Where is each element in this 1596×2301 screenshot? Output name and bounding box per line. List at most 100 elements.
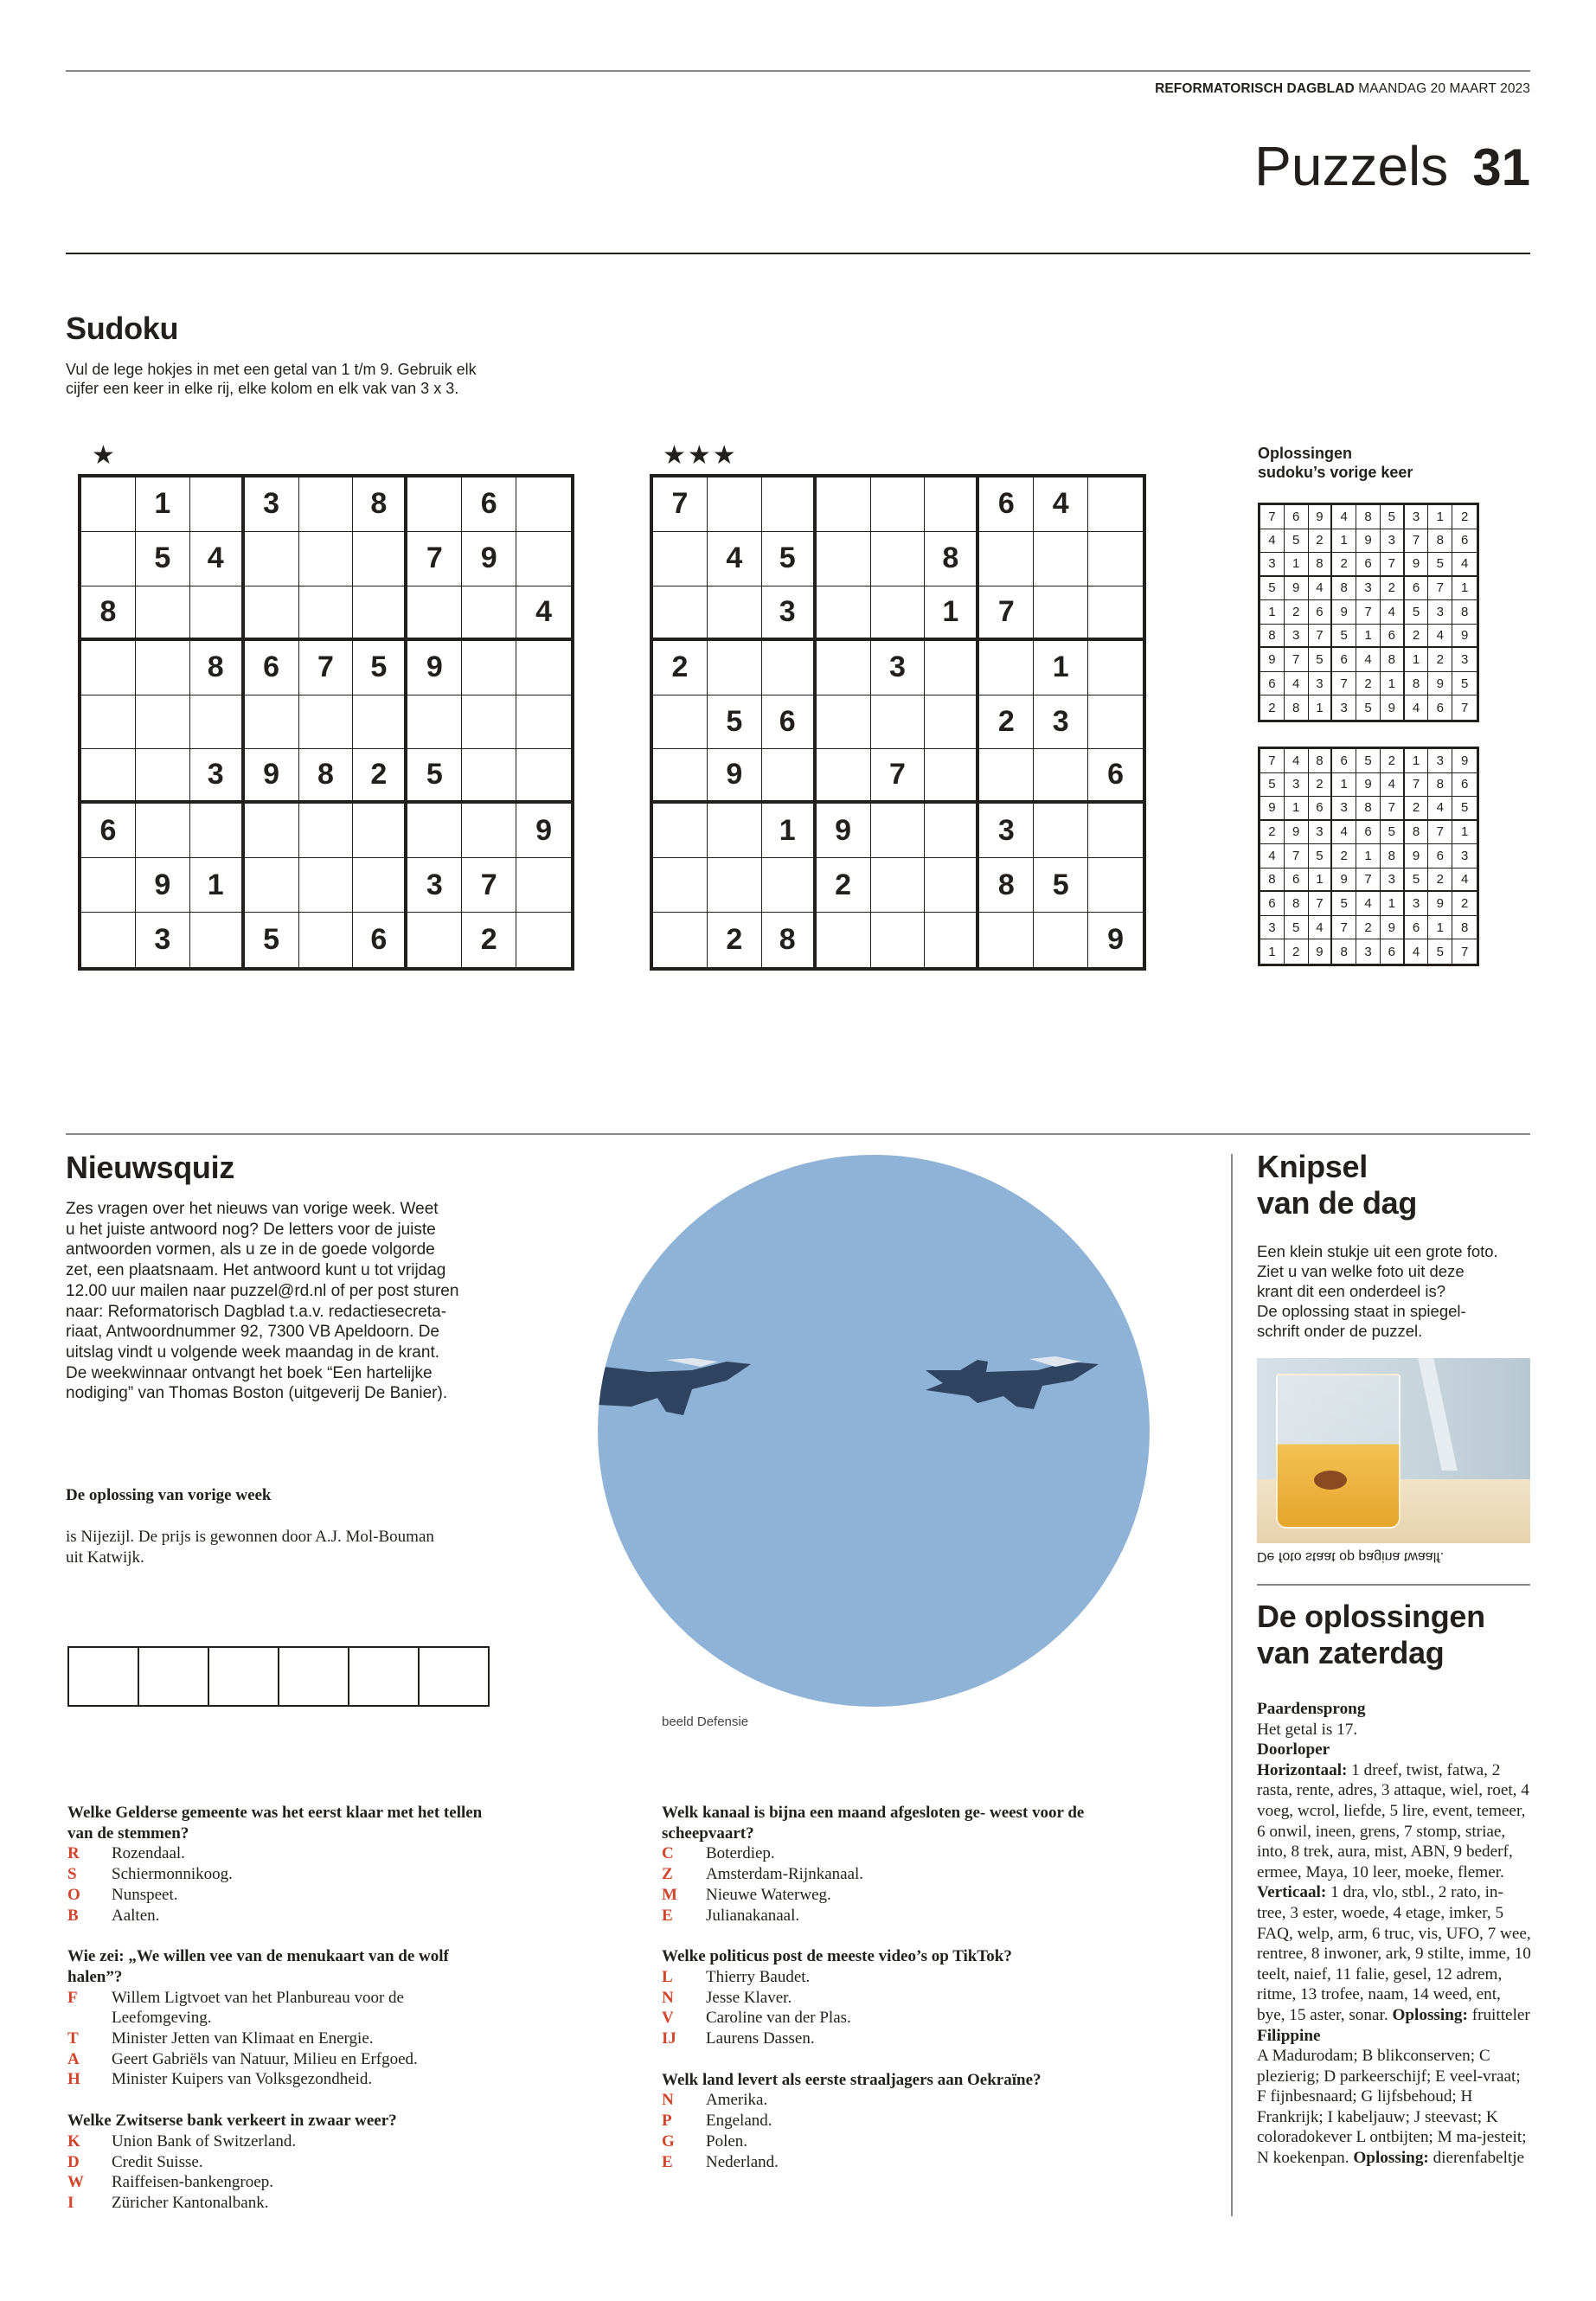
empty-cell[interactable] xyxy=(244,531,299,586)
empty-cell[interactable] xyxy=(816,695,871,750)
empty-cell[interactable] xyxy=(244,858,299,913)
empty-cell[interactable] xyxy=(353,586,408,641)
empty-cell[interactable] xyxy=(1034,531,1089,586)
empty-cell[interactable] xyxy=(516,858,571,913)
empty-cell[interactable] xyxy=(653,749,708,804)
empty-cell[interactable] xyxy=(925,913,980,967)
empty-cell[interactable] xyxy=(190,913,245,967)
empty-cell[interactable] xyxy=(761,858,817,913)
empty-cell[interactable] xyxy=(1088,804,1143,859)
empty-cell[interactable] xyxy=(81,913,136,967)
empty-cell[interactable] xyxy=(653,804,708,859)
empty-cell[interactable] xyxy=(516,913,571,967)
empty-cell[interactable] xyxy=(81,749,136,804)
empty-cell[interactable] xyxy=(979,749,1035,804)
empty-cell[interactable] xyxy=(925,804,980,859)
empty-cell[interactable] xyxy=(653,531,708,586)
empty-cell[interactable] xyxy=(1088,641,1143,695)
empty-cell[interactable] xyxy=(189,804,245,859)
answer-letter-box[interactable] xyxy=(279,1648,349,1705)
empty-cell[interactable] xyxy=(870,804,926,859)
empty-cell[interactable] xyxy=(407,478,463,532)
empty-cell[interactable] xyxy=(353,531,408,586)
empty-cell[interactable] xyxy=(707,478,762,532)
empty-cell[interactable] xyxy=(1034,749,1089,804)
empty-cell[interactable] xyxy=(707,804,762,859)
empty-cell[interactable] xyxy=(462,586,517,641)
empty-cell[interactable] xyxy=(516,478,571,532)
empty-cell[interactable] xyxy=(407,804,463,859)
empty-cell[interactable] xyxy=(407,695,463,750)
empty-cell[interactable] xyxy=(816,531,871,586)
empty-cell[interactable] xyxy=(1088,532,1143,586)
empty-cell[interactable] xyxy=(653,586,708,641)
empty-cell[interactable] xyxy=(925,640,980,695)
empty-cell[interactable] xyxy=(462,695,517,750)
empty-cell[interactable] xyxy=(298,858,354,913)
answer-letter-box[interactable] xyxy=(139,1648,209,1705)
answer-letter-box[interactable] xyxy=(349,1648,420,1705)
empty-cell[interactable] xyxy=(462,640,517,695)
empty-cell[interactable] xyxy=(870,586,926,641)
empty-cell[interactable] xyxy=(870,478,926,532)
empty-cell[interactable] xyxy=(298,531,354,586)
empty-cell[interactable] xyxy=(244,586,299,641)
empty-cell[interactable] xyxy=(870,858,926,913)
empty-cell[interactable] xyxy=(189,586,245,641)
empty-cell[interactable] xyxy=(1034,913,1089,967)
empty-cell[interactable] xyxy=(407,913,463,967)
empty-cell[interactable] xyxy=(407,586,463,641)
empty-cell[interactable] xyxy=(516,532,571,586)
empty-cell[interactable] xyxy=(189,695,245,750)
empty-cell[interactable] xyxy=(816,586,871,641)
empty-cell[interactable] xyxy=(298,586,354,641)
empty-cell[interactable] xyxy=(516,749,571,804)
empty-cell[interactable] xyxy=(707,586,762,641)
empty-cell[interactable] xyxy=(516,641,571,695)
answer-boxes[interactable] xyxy=(67,1646,490,1707)
empty-cell[interactable] xyxy=(870,695,926,750)
empty-cell[interactable] xyxy=(81,478,136,532)
empty-cell[interactable] xyxy=(1088,695,1143,750)
empty-cell[interactable] xyxy=(135,804,190,859)
empty-cell[interactable] xyxy=(653,913,708,967)
empty-cell[interactable] xyxy=(925,478,980,532)
empty-cell[interactable] xyxy=(816,749,871,804)
empty-cell[interactable] xyxy=(299,913,354,967)
empty-cell[interactable] xyxy=(135,640,190,695)
empty-cell[interactable] xyxy=(761,749,817,804)
answer-letter-box[interactable] xyxy=(209,1648,279,1705)
empty-cell[interactable] xyxy=(353,695,408,750)
empty-cell[interactable] xyxy=(135,586,190,641)
empty-cell[interactable] xyxy=(817,913,871,967)
empty-cell[interactable] xyxy=(189,478,245,532)
empty-cell[interactable] xyxy=(816,640,871,695)
empty-cell[interactable] xyxy=(979,913,1035,967)
empty-cell[interactable] xyxy=(81,640,136,695)
empty-cell[interactable] xyxy=(925,749,980,804)
empty-cell[interactable] xyxy=(979,531,1035,586)
empty-cell[interactable] xyxy=(761,640,817,695)
empty-cell[interactable] xyxy=(81,531,136,586)
empty-cell[interactable] xyxy=(1088,858,1143,913)
empty-cell[interactable] xyxy=(816,478,871,532)
empty-cell[interactable] xyxy=(925,695,980,750)
empty-cell[interactable] xyxy=(81,695,136,750)
empty-cell[interactable] xyxy=(707,640,762,695)
empty-cell[interactable] xyxy=(925,858,980,913)
empty-cell[interactable] xyxy=(81,858,136,913)
empty-cell[interactable] xyxy=(761,478,817,532)
empty-cell[interactable] xyxy=(244,695,299,750)
empty-cell[interactable] xyxy=(653,695,708,750)
empty-cell[interactable] xyxy=(871,913,926,967)
empty-cell[interactable] xyxy=(244,804,299,859)
empty-cell[interactable] xyxy=(1034,586,1089,641)
empty-cell[interactable] xyxy=(135,695,190,750)
empty-cell[interactable] xyxy=(298,695,354,750)
empty-cell[interactable] xyxy=(1088,586,1143,641)
empty-cell[interactable] xyxy=(870,531,926,586)
answer-letter-box[interactable] xyxy=(420,1648,488,1705)
empty-cell[interactable] xyxy=(979,640,1035,695)
empty-cell[interactable] xyxy=(462,749,517,804)
